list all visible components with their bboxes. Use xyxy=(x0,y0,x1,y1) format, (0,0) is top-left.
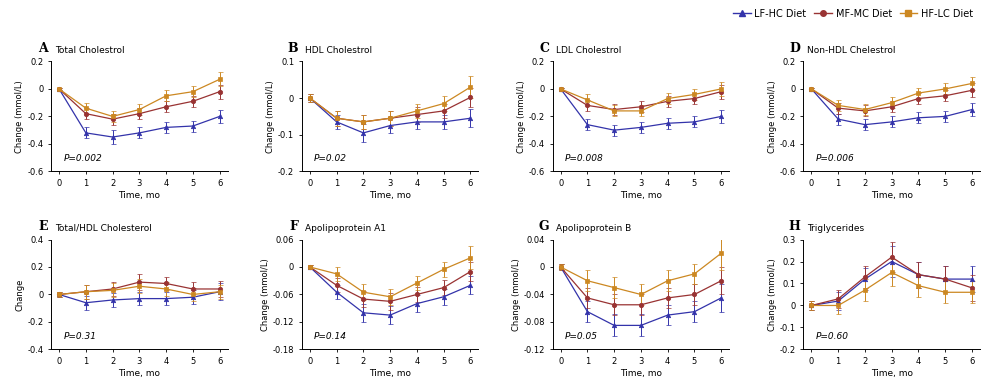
Text: B: B xyxy=(288,42,299,55)
X-axis label: Time, mo: Time, mo xyxy=(369,191,411,200)
Text: Triglycerides: Triglycerides xyxy=(807,224,864,233)
X-axis label: Time, mo: Time, mo xyxy=(119,369,160,378)
Text: H: H xyxy=(788,220,800,233)
Text: F: F xyxy=(290,220,299,233)
Y-axis label: Change (mmol/L): Change (mmol/L) xyxy=(768,80,777,153)
Text: Apolipoprotein A1: Apolipoprotein A1 xyxy=(305,224,386,233)
Text: C: C xyxy=(539,42,549,55)
Legend: LF-HC Diet, MF-MC Diet, HF-LC Diet: LF-HC Diet, MF-MC Diet, HF-LC Diet xyxy=(730,5,977,23)
Text: HDL Cholestrol: HDL Cholestrol xyxy=(305,46,372,55)
X-axis label: Time, mo: Time, mo xyxy=(871,369,912,378)
Y-axis label: Change (mmol/L): Change (mmol/L) xyxy=(768,258,777,331)
Text: P=0.008: P=0.008 xyxy=(565,154,604,162)
X-axis label: Time, mo: Time, mo xyxy=(620,191,662,200)
Text: P=0.05: P=0.05 xyxy=(565,332,598,341)
Text: P=0.60: P=0.60 xyxy=(816,332,848,341)
Y-axis label: Change (mmol/L): Change (mmol/L) xyxy=(16,80,25,153)
Text: LDL Cholestrol: LDL Cholestrol xyxy=(556,46,622,55)
X-axis label: Time, mo: Time, mo xyxy=(369,369,411,378)
Text: P=0.14: P=0.14 xyxy=(314,332,348,341)
Text: P=0.002: P=0.002 xyxy=(64,154,102,162)
Text: D: D xyxy=(789,42,800,55)
Text: Apolipoprotein B: Apolipoprotein B xyxy=(556,224,631,233)
X-axis label: Time, mo: Time, mo xyxy=(119,191,160,200)
Text: G: G xyxy=(538,220,549,233)
Text: A: A xyxy=(37,42,47,55)
Text: P=0.31: P=0.31 xyxy=(64,332,96,341)
Text: P=0.006: P=0.006 xyxy=(816,154,854,162)
Text: Total/HDL Cholesterol: Total/HDL Cholesterol xyxy=(55,224,151,233)
Y-axis label: Change (mmol/L): Change (mmol/L) xyxy=(512,258,520,331)
X-axis label: Time, mo: Time, mo xyxy=(620,369,662,378)
Y-axis label: Change: Change xyxy=(16,278,25,311)
Text: Non-HDL Chelestrol: Non-HDL Chelestrol xyxy=(807,46,896,55)
X-axis label: Time, mo: Time, mo xyxy=(871,191,912,200)
Text: P=0.02: P=0.02 xyxy=(314,154,348,162)
Y-axis label: Change (mmol/L): Change (mmol/L) xyxy=(266,80,275,153)
Y-axis label: Change (mmol/L): Change (mmol/L) xyxy=(517,80,526,153)
Y-axis label: Change (mmol/L): Change (mmol/L) xyxy=(261,258,270,331)
Text: E: E xyxy=(38,220,47,233)
Text: Total Cholestrol: Total Cholestrol xyxy=(55,46,124,55)
